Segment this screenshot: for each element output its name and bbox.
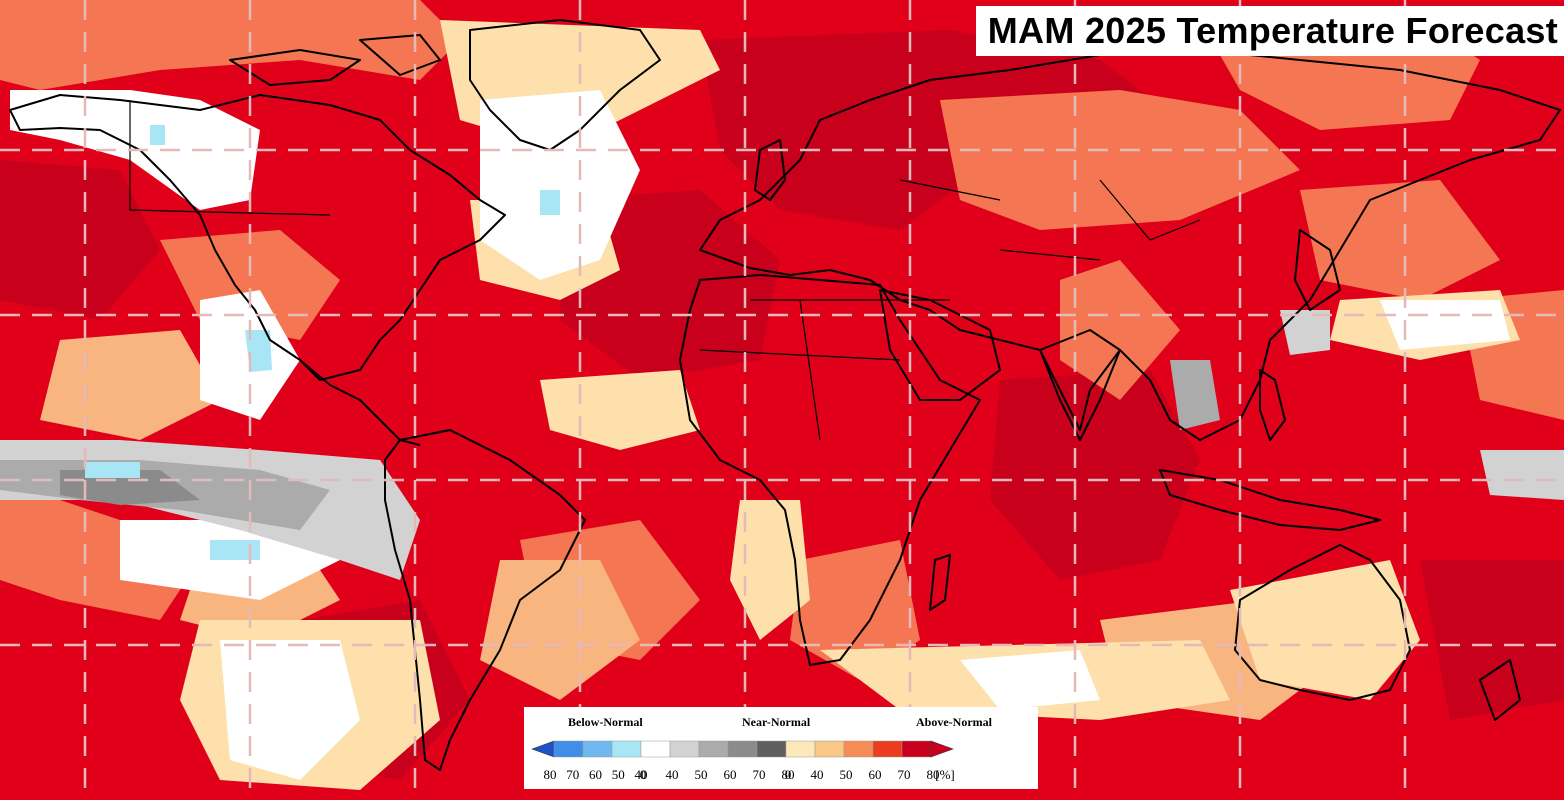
shade-above-40 [1230,560,1420,700]
shade-above-50 [480,560,640,700]
australia-outline [1234,544,1411,701]
shade-above-60 [940,90,1300,230]
shade-above-80 [990,370,1200,580]
legend-tick-label: 50 [612,767,625,782]
shade-above-60 [1300,180,1500,300]
legend-swatch [669,740,700,758]
eurasia-outline [699,49,1561,441]
indonesia-outline [1159,469,1381,531]
shade-above-80 [700,30,1180,230]
legend-tick-label: 50 [695,767,708,782]
legend-tick-label: 60 [869,767,882,782]
legend-tick-label: 40 [666,767,679,782]
shade-above-60 [0,0,460,90]
legend-tick-label: 60 [589,767,602,782]
legend-tick-label: 80 [782,767,795,782]
legend-unit: [%] [935,767,955,782]
legend-tick-label: 70 [566,767,579,782]
legend-tick-label: 80 [544,767,557,782]
legend-swatch [843,740,874,758]
legend-tick-label: 40 [811,767,824,782]
shade-above-60 [790,540,920,680]
arabia-outline [879,289,1001,401]
legend-colorbar: 80 70 60 50 400 40 50 60 70 800 40 50 60 70 80[%] [531,740,955,782]
shade-near-normal-40 [480,90,640,280]
legend-tick-label: 50 [840,767,853,782]
legend-swatch [698,740,729,758]
legend-swatch [611,740,642,758]
legend-label-below-normal: Below-Normal [568,715,643,729]
shade-below-40 [150,125,165,145]
shade-near-normal-40 [220,640,360,780]
madagascar-outline [929,554,951,611]
legend-label-near-normal: Near-Normal [742,715,811,729]
legend-swatch [814,740,845,758]
legend-swatch [785,740,816,758]
map-title: MAM 2025 Temperature Forecast [987,10,1558,51]
legend-tick-label: 80 [927,767,940,782]
uk-outline [754,139,786,201]
legend-label-above-normal: Above-Normal [916,715,992,729]
arctic-islands-outline [359,34,441,76]
legend-tick-label: 0 [640,767,647,782]
africa-outline [679,274,981,666]
north-america-outline [9,94,506,381]
legend-arrow-left [531,740,555,758]
shade-below-40 [210,540,260,560]
philippines-outline [1259,369,1286,441]
legend-tick-label: 60 [724,767,737,782]
shade-above-80 [1420,560,1564,720]
shade-near-normal-40 [960,650,1100,710]
legend-swatch [640,740,671,758]
legend-swatch [553,740,584,758]
borders [129,100,1201,441]
shade-above-60 [1060,260,1180,400]
coastlines [9,19,1561,771]
legend-swatch [872,740,903,758]
legend-arrow-right [930,740,954,758]
japan-outline [1294,229,1341,311]
map-title-box: MAM 2025 Temperature Forecast [975,6,1564,56]
shade-near-normal-40 [1380,300,1510,350]
arctic-islands-outline [229,49,361,86]
legend-swatch [727,740,758,758]
shade-above-80 [560,190,780,380]
shade-below-40 [85,462,140,478]
color-legend: Below-Normal Near-Normal Above-Normal 80… [524,707,1038,789]
legend-swatch [756,740,787,758]
shade-above-80 [0,160,160,320]
shade-above-60 [0,480,200,620]
shade-near-normal-50 [1280,310,1330,355]
shade-below-40 [245,330,272,372]
shade-below-40 [540,190,560,215]
new-zealand-outline [1479,659,1521,721]
shade-near-normal-60 [1170,360,1220,430]
legend-tick-label: 70 [898,767,911,782]
central-america-outline [299,359,421,446]
legend-tick-label: 40 [635,767,648,782]
legend-swatch [901,740,932,758]
legend-tick-label: 70 [753,767,766,782]
shade-near-normal-50 [1480,450,1564,500]
south-america-outline [384,429,586,771]
legend-tick-label: 0 [785,767,792,782]
legend-swatch [582,740,613,758]
india-outline [1039,329,1121,441]
